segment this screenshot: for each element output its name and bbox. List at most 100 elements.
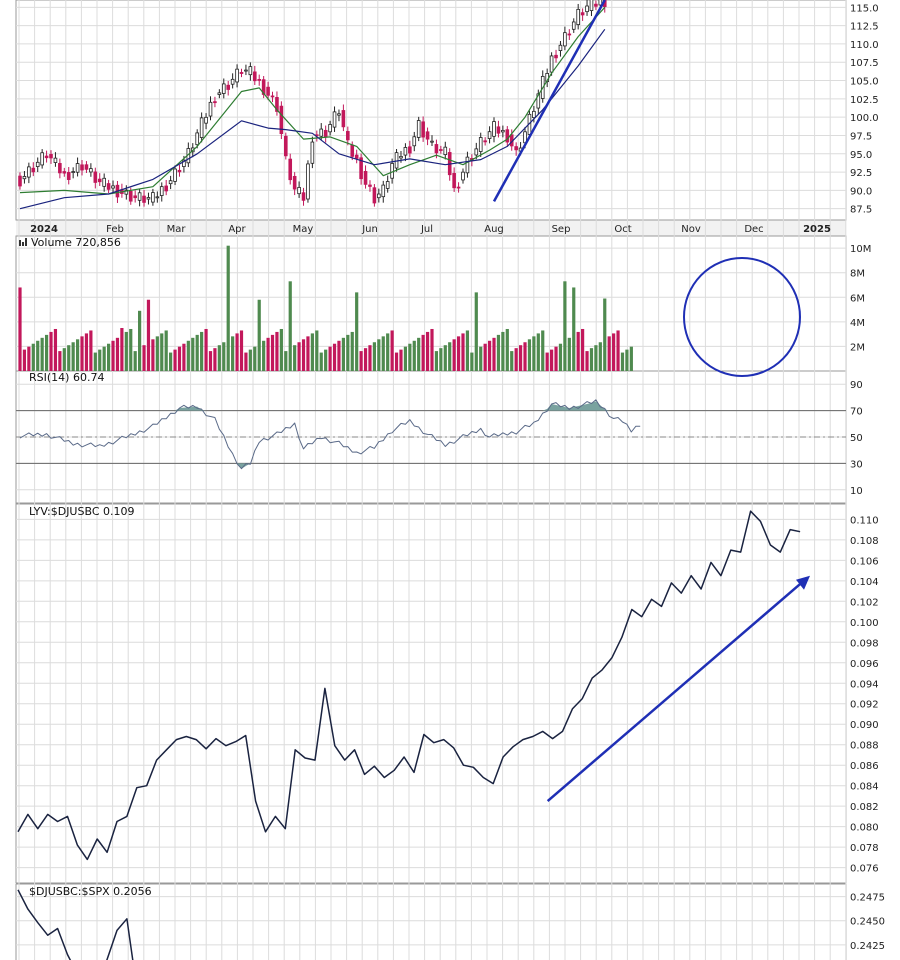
volume-bar [84,333,89,371]
volume-bar [598,342,602,371]
candle-body [257,79,262,81]
candle-body [430,140,434,143]
price-trendline-annotation [492,0,606,203]
y-tick-label: 30 [850,459,863,470]
y-tick-label: 0.108 [850,536,879,547]
volume-bar [350,331,354,371]
y-tick-label: 0.088 [850,741,879,752]
volume-bar [293,345,297,371]
y-tick-label: 0.096 [850,659,879,670]
y-tick-label: 10 [850,486,863,497]
volume-bar [527,339,532,371]
y-tick-label: 0.090 [850,720,879,731]
lyv-ratio-line [17,510,801,861]
volume-bar [368,345,372,371]
candle-body [58,163,62,174]
volume-bar [363,348,368,371]
volume-bar [284,351,288,371]
volume-bar [456,336,461,371]
volume-bar [306,336,310,371]
volume-bar [257,299,261,371]
candle-body [416,120,421,138]
volume-bar [390,330,394,371]
candle-body [372,187,377,204]
y-tick-label: 0.094 [850,679,879,690]
candle-body [142,195,146,203]
candle-body [283,135,288,157]
volume-bar [470,352,474,371]
candle-body [248,66,253,76]
candle-body [297,187,301,195]
candle-body [128,190,133,202]
volume-bar [22,349,27,371]
ratio-trendline-arrowhead [796,575,810,590]
candle-body [292,175,297,190]
volume-bar [138,310,142,371]
candle-body [554,54,558,59]
volume-bar [417,337,421,371]
candle-body [226,84,231,90]
volume-bar [554,346,558,371]
candle-body [532,110,536,119]
candle-body [213,101,217,104]
volume-bar [71,342,75,371]
candle-body [328,124,332,133]
candle-body [221,83,226,94]
candle-body [124,189,129,195]
volume-bar [129,328,133,371]
moving-average-fast-line [19,6,606,195]
candle-body [270,95,275,98]
volume-bar [36,340,40,371]
volume-bar [142,345,146,371]
volume-bar [270,334,275,371]
volume-bar [585,351,589,371]
y-tick-label: 92.5 [850,168,872,179]
y-tick-label: 0.084 [850,782,879,793]
rsi-line [19,399,641,470]
candle-body [151,192,155,203]
candle-body [301,192,306,201]
candle-body [40,152,44,166]
y-tick-label: 0.2450 [850,917,885,928]
y-tick-label: 70 [850,407,863,418]
volume-bar [355,292,359,371]
candle-body [49,154,53,159]
volume-bar [319,352,323,371]
volume-bar [301,339,306,371]
y-tick-label: 0.2475 [850,893,885,904]
volume-bar [532,336,536,371]
volume-bar [474,292,478,371]
volume-bar [607,336,611,371]
candle-body [239,72,244,74]
candle-body [137,192,142,201]
candle-body [102,177,106,187]
candle-body [576,8,580,26]
candle-body [598,0,603,6]
volume-bar [186,340,190,371]
volume-bar [235,333,239,371]
candle-body [487,131,492,139]
candle-body [18,175,22,187]
volume-bar [550,349,554,371]
candle-body [35,161,40,167]
volume-bar [408,343,412,371]
volume-bar [603,298,607,371]
volume-bar [208,351,213,371]
candle-body [89,168,93,173]
volume-bar [448,342,452,371]
candle-body [478,137,483,152]
candle-body [27,166,31,178]
candle-body [549,55,554,73]
candle-body [412,136,417,147]
x-axis-label: 2025 [803,224,831,235]
volume-bar [244,352,248,371]
volume-bar [44,334,49,371]
candle-body [235,68,239,83]
candle-body [456,186,461,189]
candle-body [275,97,279,112]
candle-body [164,185,168,192]
volume-bar [89,330,93,371]
volume-bar [616,330,620,371]
candle-body [346,131,350,141]
